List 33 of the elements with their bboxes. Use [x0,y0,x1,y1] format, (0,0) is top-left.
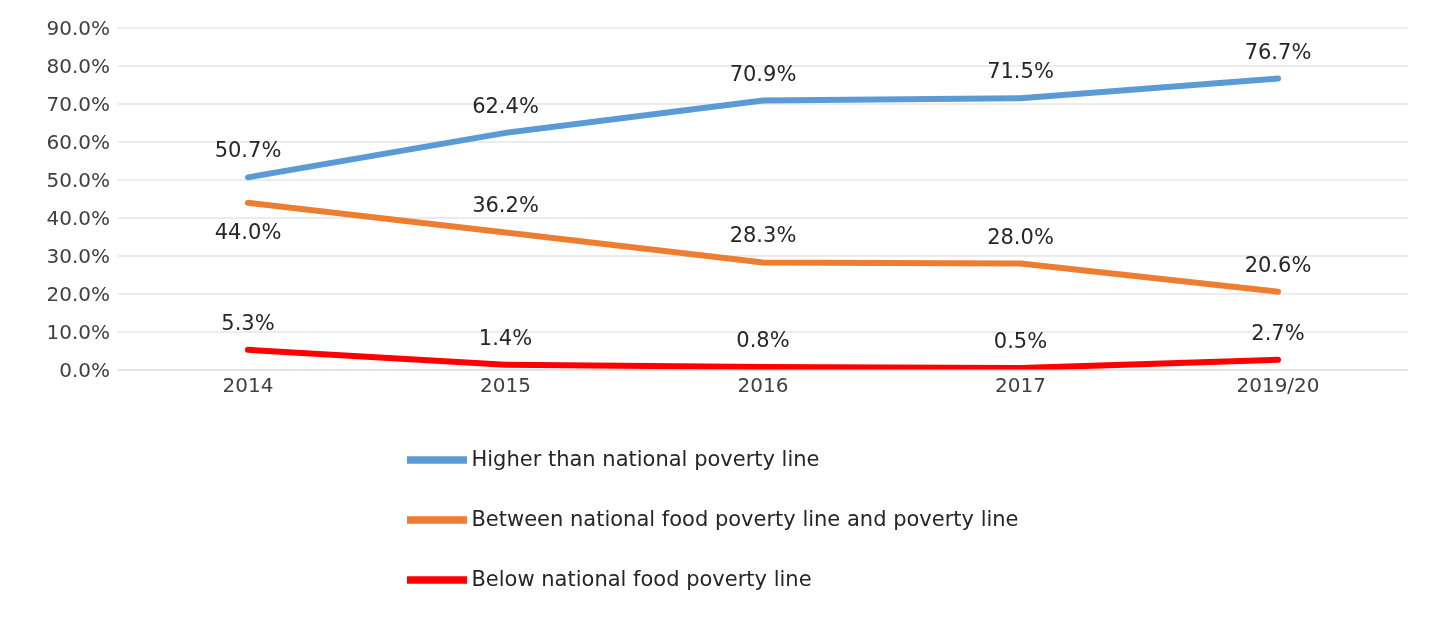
legend-label: Higher than national poverty line [471,447,820,471]
data-label: 71.5% [987,59,1054,84]
y-tick-label: 30.0% [46,244,110,269]
data-label: 20.6% [1244,252,1312,277]
data-label: 1.4% [478,325,533,350]
data-label: 44.0% [214,219,282,244]
y-tick-label: 10.0% [46,320,110,345]
data-label: 0.5% [993,329,1048,354]
data-label: 36.2% [472,193,539,218]
x-tick-label: 2017 [995,373,1046,398]
x-tick-label: 2019/20 [1236,373,1320,398]
data-label: 28.0% [987,224,1054,249]
y-tick-label: 40.0% [46,206,110,231]
data-label: 76.7% [1244,39,1312,64]
x-tick-label: 2016 [737,373,789,398]
data-label: 28.3% [729,223,797,248]
legend-label: Below national food poverty line [471,567,812,591]
y-tick-label: 70.0% [46,92,110,117]
data-label: 62.4% [472,93,539,118]
x-tick-label: 2014 [222,373,274,398]
x-tick-label: 2015 [480,373,531,398]
y-tick-label: 50.0% [46,168,110,193]
legend-label: Between national food poverty line and poverty line [471,507,1019,531]
data-label: 50.7% [214,138,282,163]
y-tick-label: 0.0% [59,358,110,383]
data-label: 2.7% [1251,320,1305,345]
y-tick-label: 20.0% [46,282,110,307]
data-label: 0.8% [736,327,790,352]
data-label: 5.3% [221,310,275,335]
y-tick-label: 80.0% [46,54,110,79]
y-tick-label: 90.0% [46,16,110,41]
data-label: 70.9% [729,61,797,86]
y-tick-label: 60.0% [46,130,110,155]
